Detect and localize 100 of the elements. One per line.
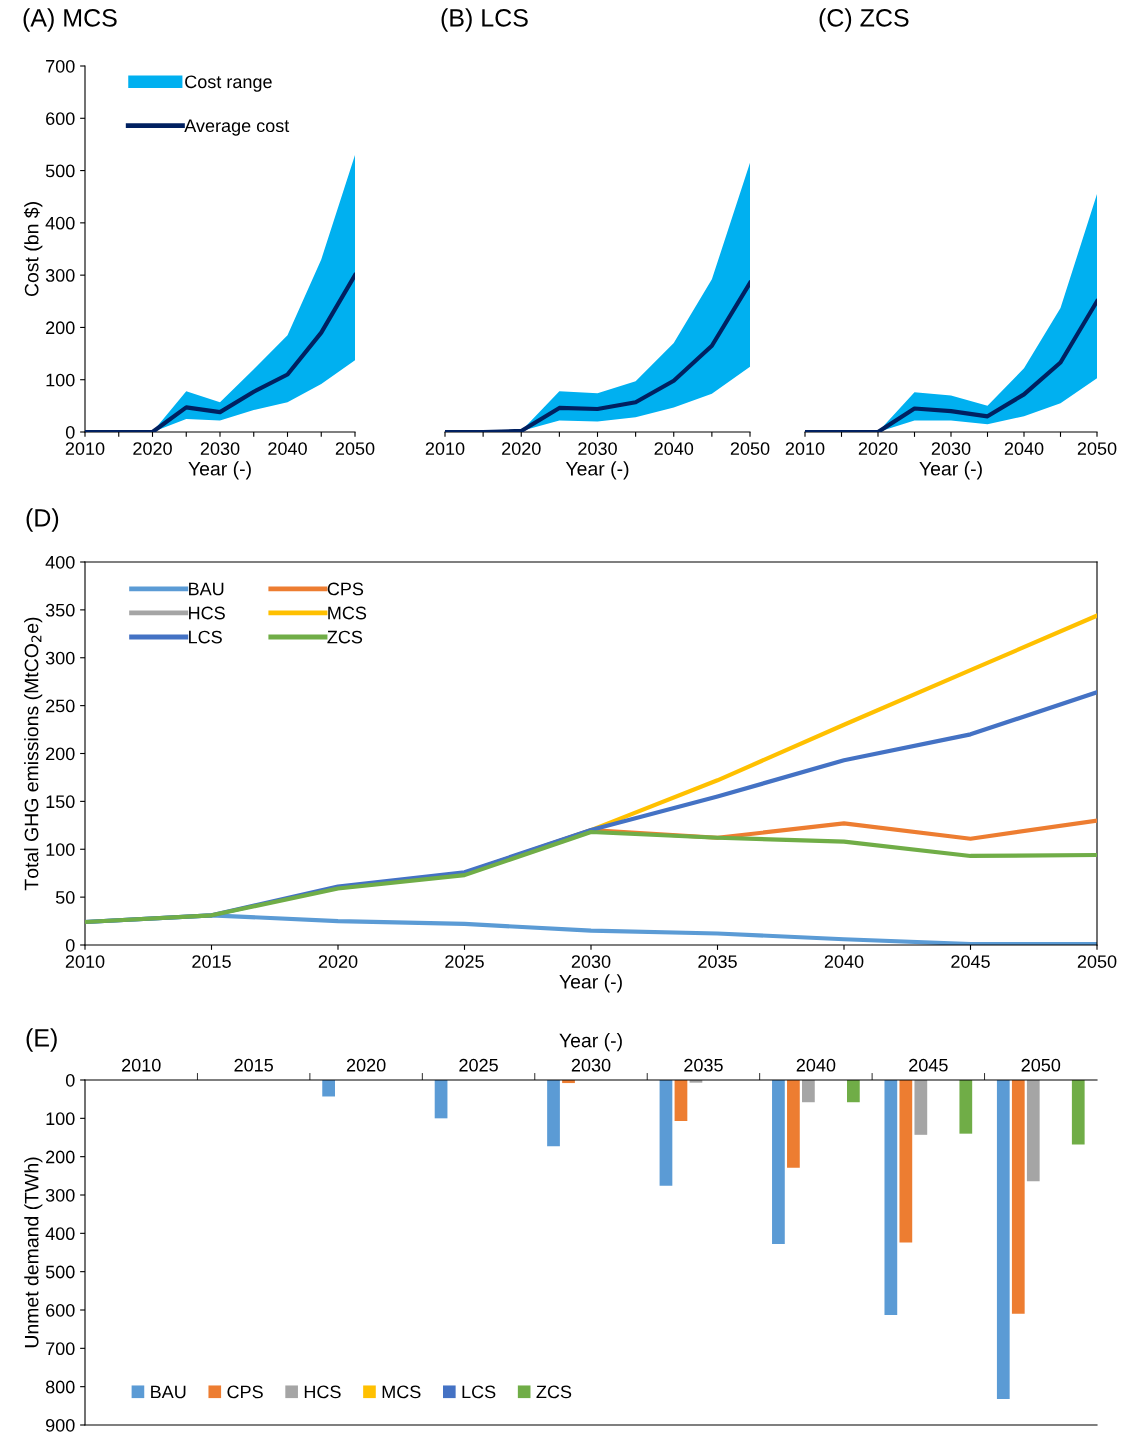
chart-title: (A) MCS bbox=[23, 8, 117, 32]
y-tick-label: 700 bbox=[46, 59, 75, 73]
y-tick-label: 350 bbox=[45, 603, 75, 617]
y-tick-label: 0 bbox=[65, 938, 75, 952]
y-tick-label: 300 bbox=[45, 1188, 75, 1202]
legend-label: Average cost bbox=[184, 119, 290, 136]
bar bbox=[847, 1080, 860, 1103]
y-tick-label: 300 bbox=[45, 651, 75, 665]
y-tick-label: 200 bbox=[46, 1150, 75, 1164]
x-tick-label: 2030 bbox=[200, 442, 240, 455]
legend-label: BAU bbox=[151, 1385, 186, 1399]
bar bbox=[787, 1080, 800, 1168]
y-tick-label: 300 bbox=[45, 269, 75, 282]
legend-label: CPS bbox=[327, 582, 364, 596]
y-tick-label: 200 bbox=[46, 321, 75, 335]
y-tick-label: 600 bbox=[46, 1303, 75, 1317]
x-tick-label: 2020 bbox=[858, 442, 898, 455]
bar bbox=[899, 1080, 913, 1243]
y-tick-label: 700 bbox=[46, 1342, 75, 1356]
bar bbox=[772, 1080, 785, 1245]
x-tick-label: 2030 bbox=[578, 442, 617, 455]
y-axis-title: Cost (bn $) bbox=[23, 202, 43, 297]
x-tick-label: 2035 bbox=[684, 1058, 723, 1072]
y-tick-label: 100 bbox=[46, 843, 75, 856]
bar bbox=[322, 1080, 335, 1097]
legend-label: MCS bbox=[382, 1385, 421, 1399]
x-tick-label: 2010 bbox=[65, 955, 105, 968]
x-axis-title: Year (-) bbox=[188, 461, 251, 480]
y-tick-label: 600 bbox=[46, 112, 75, 126]
legend-label: MCS bbox=[328, 606, 367, 620]
x-tick-label: 2050 bbox=[1021, 1058, 1061, 1072]
y-tick-label: 0 bbox=[65, 425, 75, 439]
y-axis-title: Unmet demand (TWh) bbox=[24, 1157, 43, 1348]
bar bbox=[434, 1080, 448, 1119]
x-tick-label: 2050 bbox=[1077, 955, 1117, 968]
legend-label: BAU bbox=[189, 582, 224, 596]
x-tick-label: 2015 bbox=[192, 955, 231, 968]
x-tick-label: 2010 bbox=[785, 442, 825, 455]
x-tick-label: 2040 bbox=[824, 955, 864, 968]
x-axis-title: Year (-) bbox=[565, 461, 629, 480]
bar bbox=[802, 1080, 815, 1103]
legend-label: Cost range bbox=[185, 75, 272, 92]
x-tick-label: 2010 bbox=[425, 442, 465, 455]
y-axis-title: Total GHG emissions (MtCO$_{2}$e) bbox=[24, 617, 43, 891]
x-tick-label: 2050 bbox=[730, 442, 770, 455]
x-tick-label: 2045 bbox=[951, 955, 990, 968]
bar bbox=[914, 1080, 928, 1135]
x-tick-label: 2010 bbox=[122, 1058, 161, 1072]
y-tick-label: 500 bbox=[45, 1265, 75, 1279]
y-tick-label: 50 bbox=[55, 891, 75, 904]
y-tick-label: 0 bbox=[65, 1073, 75, 1087]
x-tick-label: 2030 bbox=[571, 1058, 611, 1072]
x-axis-title: Year (-) bbox=[559, 974, 622, 993]
legend-label: LCS bbox=[189, 630, 222, 644]
y-tick-label: 800 bbox=[45, 1380, 75, 1394]
bar bbox=[996, 1080, 1010, 1399]
x-tick-label: 2020 bbox=[502, 442, 541, 455]
x-tick-label: 2020 bbox=[346, 1058, 386, 1072]
line-series bbox=[85, 829, 1097, 925]
chart-title: (D) bbox=[26, 508, 59, 532]
y-tick-label: 100 bbox=[46, 373, 75, 387]
x-tick-label: 2030 bbox=[931, 442, 971, 455]
x-tick-label: 2010 bbox=[65, 442, 105, 455]
x-tick-label: 2050 bbox=[335, 442, 375, 455]
bar bbox=[884, 1080, 898, 1315]
chart-title: (E) bbox=[26, 1028, 57, 1052]
x-tick-label: 2015 bbox=[234, 1058, 273, 1072]
chart-title: (B) LCS bbox=[441, 8, 528, 32]
x-tick-label: 2025 bbox=[445, 955, 484, 968]
y-tick-label: 400 bbox=[45, 216, 75, 230]
y-tick-label: 500 bbox=[45, 164, 75, 178]
x-tick-label: 2040 bbox=[796, 1058, 836, 1072]
legend-label: LCS bbox=[462, 1385, 496, 1399]
y-tick-label: 900 bbox=[46, 1418, 75, 1432]
x-tick-label: 2030 bbox=[571, 955, 611, 968]
legend-label: ZCS bbox=[536, 1385, 572, 1399]
x-axis-title: Year (-) bbox=[559, 1033, 622, 1052]
bar bbox=[659, 1080, 673, 1186]
x-tick-label: 2035 bbox=[698, 955, 737, 968]
legend-label: CPS bbox=[227, 1385, 263, 1399]
y-tick-label: 250 bbox=[46, 699, 75, 713]
bar bbox=[1011, 1080, 1025, 1314]
x-tick-label: 2045 bbox=[909, 1058, 948, 1072]
chart-title: (C) ZCS bbox=[819, 8, 909, 32]
legend-label: HCS bbox=[189, 606, 225, 620]
legend-label: HCS bbox=[304, 1385, 341, 1399]
bar bbox=[547, 1080, 560, 1147]
y-tick-label: 100 bbox=[46, 1112, 75, 1126]
bar bbox=[1026, 1080, 1040, 1182]
bar bbox=[1071, 1080, 1085, 1145]
y-tick-label: 400 bbox=[45, 555, 75, 569]
x-tick-label: 2050 bbox=[1077, 442, 1117, 455]
x-tick-label: 2025 bbox=[459, 1058, 498, 1072]
x-tick-label: 2040 bbox=[268, 442, 307, 455]
bar bbox=[959, 1080, 973, 1134]
x-tick-label: 2040 bbox=[1004, 442, 1044, 455]
x-tick-label: 2020 bbox=[133, 442, 172, 455]
x-tick-label: 2020 bbox=[318, 955, 358, 968]
y-tick-label: 200 bbox=[46, 747, 75, 761]
x-tick-label: 2040 bbox=[654, 442, 694, 455]
